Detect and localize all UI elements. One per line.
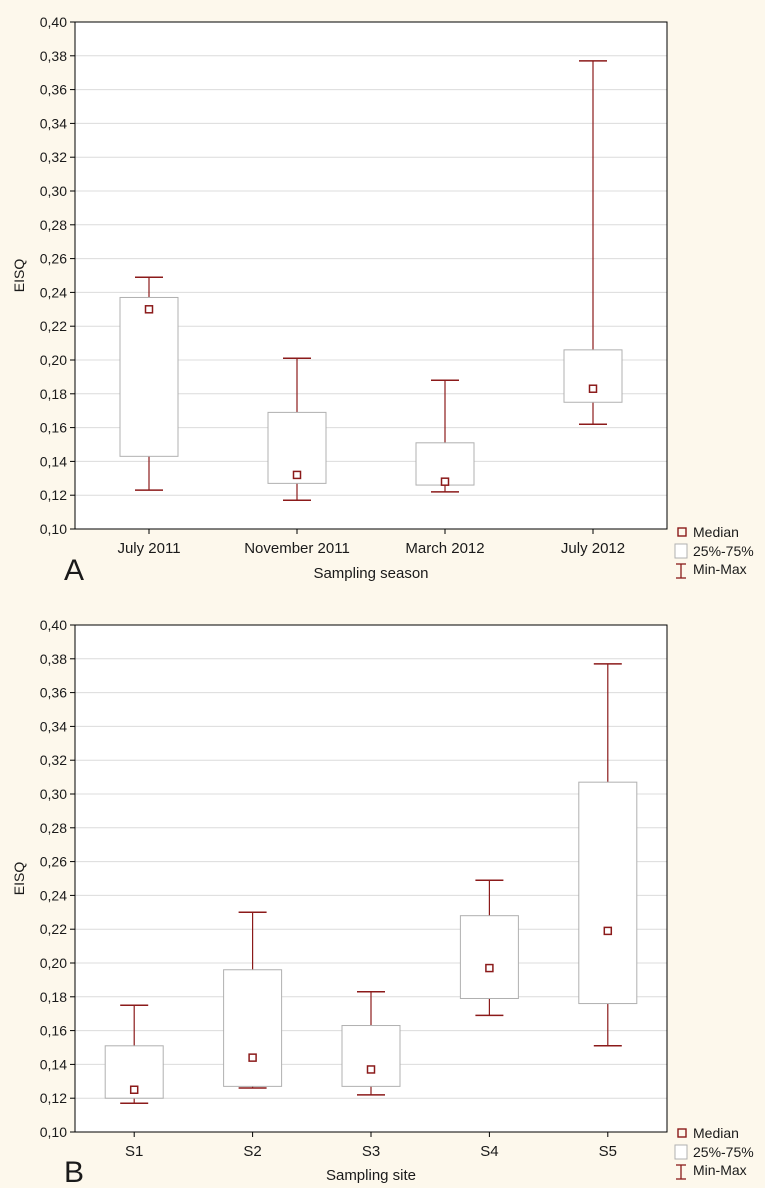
legend-iqr-label: 25%-75%	[693, 1144, 754, 1160]
iqr-box	[459, 915, 519, 999]
iqr-box	[223, 969, 283, 1087]
box-november-2011	[267, 357, 327, 502]
y-tick-label: 0,14	[40, 453, 67, 469]
y-tick-label: 0,22	[40, 921, 67, 937]
legend-iqr-icon	[674, 543, 688, 559]
legend-median-label: Median	[693, 524, 739, 540]
y-tick-label: 0,30	[40, 786, 67, 802]
legend-median-label: Median	[693, 1125, 739, 1141]
median-marker	[366, 1065, 376, 1074]
legend-minmax-label: Min-Max	[693, 561, 747, 577]
legend-iqr-icon	[674, 1144, 688, 1160]
y-tick-label: 0,40	[40, 617, 67, 633]
box-july-2011	[119, 276, 179, 491]
y-tick-label: 0,20	[40, 955, 67, 971]
y-tick-label: 0,16	[40, 420, 67, 436]
box-s5	[578, 663, 638, 1047]
y-tick-label: 0,20	[40, 352, 67, 368]
y-tick-label: 0,32	[40, 752, 67, 768]
y-axis-label: EISQ	[11, 259, 27, 293]
median-marker	[144, 305, 154, 314]
chart-panel-b: 0,10 0,12 0,14 0,16 0,18 0,20 0,22 0,24 0,26 0,28…	[11, 617, 754, 1188]
median-marker	[440, 477, 450, 486]
y-tick-label: 0,40	[40, 14, 67, 30]
plot-frame	[74, 21, 668, 530]
y-tick-label: 0,16	[40, 1023, 67, 1039]
x-tick-label: S2	[243, 1143, 261, 1160]
median-marker	[485, 963, 494, 973]
y-tick-label: 0,36	[40, 685, 67, 701]
x-tick-label: S3	[362, 1143, 380, 1160]
y-tick-label: 0,24	[40, 284, 67, 300]
box-s1	[104, 1004, 164, 1105]
box-s2	[223, 911, 283, 1089]
y-tick-label: 0,34	[40, 115, 67, 131]
x-tick-label: March 2012	[405, 540, 484, 557]
y-tick-label: 0,30	[40, 183, 67, 199]
y-tick-label: 0,12	[40, 1090, 67, 1106]
y-tick-label: 0,32	[40, 149, 67, 165]
y-tick-label: 0,18	[40, 386, 67, 402]
iqr-box	[119, 296, 179, 457]
box-s4	[459, 879, 519, 1017]
iqr-box	[563, 349, 623, 403]
panel-label: B	[64, 1156, 84, 1183]
chart-panel-a: 0,10 0,12 0,14 0,16 0,18 0,20 0,22 0,24 0,26 0,28…	[11, 14, 754, 587]
y-axis-label: EISQ	[11, 862, 27, 896]
legend-iqr-label: 25%-75%	[693, 543, 754, 559]
y-tick-label: 0,10	[40, 1124, 67, 1140]
x-tick-label: November 2011	[244, 540, 350, 557]
box-s3	[341, 990, 401, 1096]
iqr-box	[578, 781, 638, 1005]
x-tick-label: July 2011	[117, 540, 180, 557]
y-tick-label: 0,28	[40, 217, 67, 233]
y-tick-label: 0,18	[40, 989, 67, 1005]
y-tick-label: 0,12	[40, 487, 67, 503]
panel-label: A	[64, 554, 84, 587]
legend-minmax-label: Min-Max	[693, 1162, 747, 1178]
y-tick-label: 0,38	[40, 48, 67, 64]
iqr-box	[267, 411, 327, 484]
y-tick-label: 0,22	[40, 318, 67, 334]
iqr-box	[104, 1045, 164, 1099]
y-tick-label: 0,26	[40, 854, 67, 870]
median-marker	[248, 1053, 257, 1062]
y-tick-label: 0,38	[40, 651, 67, 667]
y-tick-label: 0,34	[40, 718, 67, 734]
legend: Median 25%-75% Min-Max	[674, 524, 754, 579]
box-march-2012	[415, 379, 475, 493]
y-tick-label: 0,14	[40, 1056, 67, 1072]
median-marker	[129, 1085, 139, 1094]
legend-median-icon	[677, 527, 687, 537]
x-tick-label: S4	[480, 1143, 498, 1160]
y-tick-label: 0,26	[40, 251, 67, 267]
x-axis-label: Sampling site	[326, 1167, 416, 1183]
x-tick-label: S1	[125, 1143, 143, 1160]
legend: Median 25%-75% Min-Max	[674, 1125, 754, 1180]
y-tick-label: 0,10	[40, 521, 67, 537]
median-marker	[588, 384, 598, 393]
x-tick-label: July 2012	[561, 540, 625, 557]
legend-median-icon	[677, 1128, 687, 1138]
box-july-2012	[563, 60, 623, 425]
y-tick-label: 0,24	[40, 887, 67, 903]
median-marker	[292, 470, 302, 480]
y-tick-label: 0,36	[40, 82, 67, 98]
median-marker	[603, 926, 613, 936]
iqr-box	[341, 1025, 401, 1087]
y-tick-label: 0,28	[40, 820, 67, 836]
x-tick-label: S5	[599, 1143, 617, 1160]
x-axis-label: Sampling season	[313, 565, 428, 582]
